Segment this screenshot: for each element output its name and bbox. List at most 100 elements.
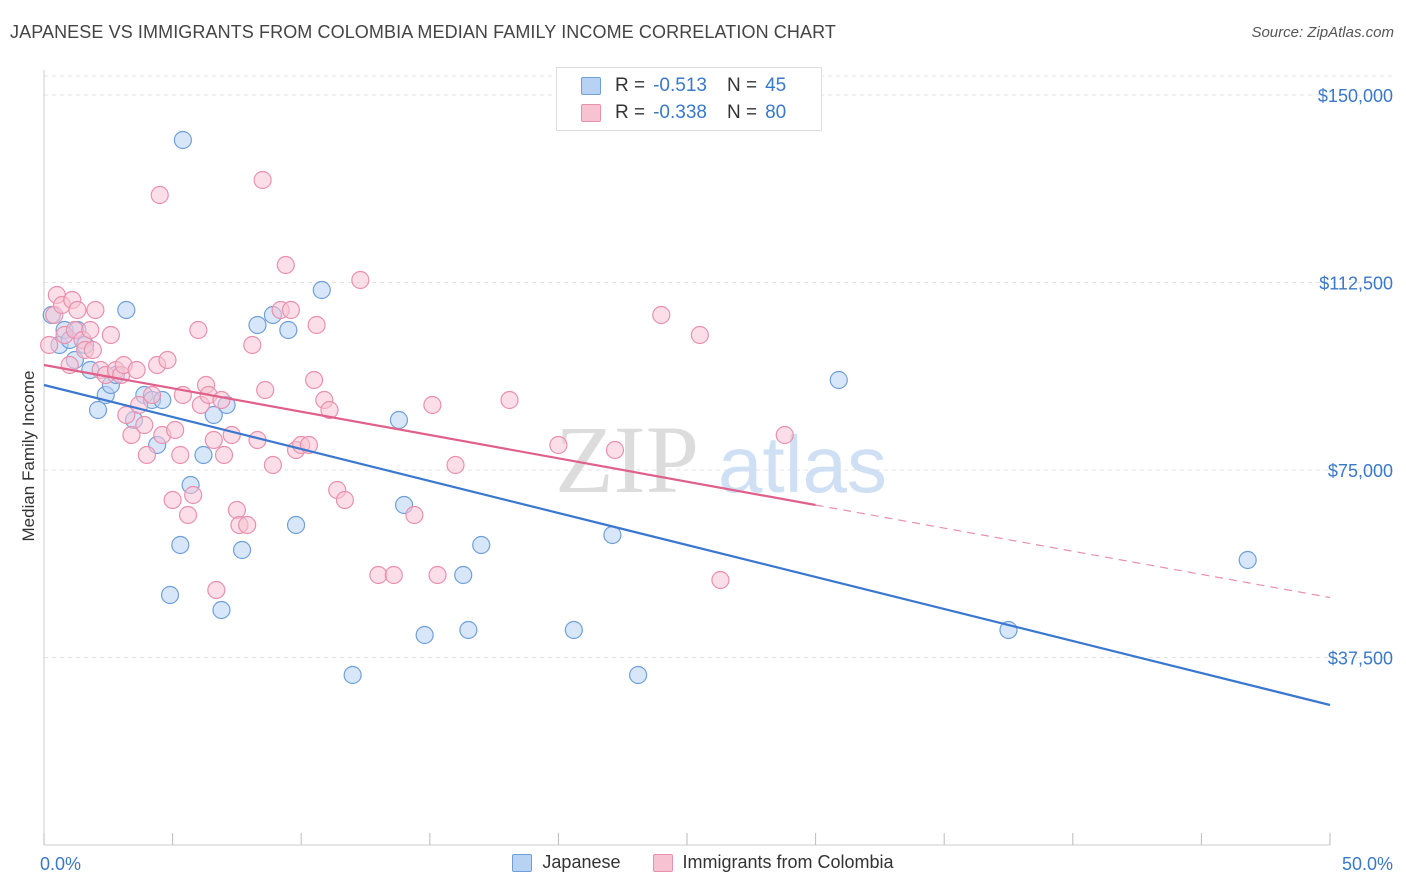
colombia-point bbox=[335, 490, 355, 510]
correlation-legend: R = -0.513 N = 45 R = -0.338 N = 80 bbox=[556, 67, 822, 131]
colombia-point bbox=[351, 270, 370, 290]
japanese-point bbox=[454, 565, 473, 585]
chart-title: JAPANESE VS IMMIGRANTS FROM COLOMBIA MED… bbox=[10, 22, 836, 42]
colombia-point bbox=[652, 305, 671, 325]
japanese-point bbox=[472, 535, 491, 555]
colombia-point bbox=[775, 425, 794, 445]
colombia-point bbox=[423, 395, 442, 415]
legend-row-colombia: R = -0.338 N = 80 bbox=[581, 101, 786, 125]
colombia-point bbox=[68, 300, 87, 320]
colombia-point bbox=[690, 325, 709, 345]
watermark-zip: ZIP bbox=[555, 406, 699, 513]
colombia-point bbox=[127, 360, 146, 380]
colombia-point bbox=[158, 350, 177, 370]
series-swatch-japanese bbox=[512, 853, 533, 872]
japanese-trend-line bbox=[43, 383, 1331, 707]
japanese-point bbox=[389, 410, 409, 430]
colombia-trend-extension bbox=[815, 504, 1331, 599]
colombia-point bbox=[212, 390, 231, 410]
legend-row-japanese: R = -0.513 N = 45 bbox=[581, 74, 786, 98]
japanese-point bbox=[194, 445, 213, 465]
colombia-point bbox=[122, 425, 141, 445]
series-legend-label: Japanese bbox=[542, 852, 621, 872]
colombia-point bbox=[320, 400, 339, 420]
colombia-point bbox=[276, 255, 295, 275]
japanese-point bbox=[1238, 550, 1257, 570]
japanese-point bbox=[204, 405, 223, 425]
legend-swatch-colombia bbox=[581, 104, 601, 122]
colombia-point bbox=[86, 300, 105, 320]
japanese-point bbox=[415, 625, 434, 645]
points-layer bbox=[40, 130, 1257, 685]
colombia-point bbox=[163, 490, 182, 510]
colombia-point bbox=[101, 325, 120, 345]
colombia-point bbox=[369, 565, 388, 585]
colombia-point bbox=[281, 300, 301, 320]
colombia-point bbox=[204, 430, 223, 450]
y-tick-label: $112,500 bbox=[1319, 274, 1393, 294]
colombia-point bbox=[81, 320, 100, 340]
legend-n-label: N = bbox=[726, 102, 758, 123]
colombia-point bbox=[307, 315, 326, 335]
chart-source: Source: ZipAtlas.com bbox=[1251, 24, 1394, 41]
series-legend-label: Immigrants from Colombia bbox=[682, 852, 894, 872]
colombia-point bbox=[405, 505, 424, 525]
colombia-point bbox=[384, 565, 403, 585]
colombia-point bbox=[171, 445, 190, 465]
colombia-point bbox=[142, 385, 162, 405]
legend-swatch-japanese bbox=[581, 77, 601, 95]
colombia-point bbox=[135, 415, 154, 435]
colombia-point bbox=[207, 580, 226, 600]
japanese-point bbox=[171, 535, 190, 555]
series-legend-colombia: Immigrants from Colombia bbox=[652, 852, 894, 873]
colombia-point bbox=[549, 435, 568, 455]
japanese-point bbox=[459, 620, 478, 640]
y-tick-label: $150,000 bbox=[1318, 86, 1393, 106]
colombia-point bbox=[304, 370, 324, 390]
colombia-point bbox=[222, 425, 241, 445]
colombia-point bbox=[243, 335, 262, 355]
colombia-point bbox=[83, 340, 102, 360]
colombia-trend-line bbox=[43, 363, 816, 507]
legend-r-label: R = bbox=[615, 75, 646, 96]
colombia-point bbox=[238, 515, 257, 535]
japanese-point bbox=[160, 585, 180, 605]
colombia-point bbox=[150, 185, 169, 205]
y-axis-label: Median Family Income bbox=[19, 370, 38, 541]
colombia-point bbox=[711, 570, 730, 590]
japanese-point bbox=[88, 400, 108, 420]
colombia-point bbox=[137, 445, 156, 465]
japanese-point bbox=[343, 665, 362, 685]
series-legend-japanese: Japanese bbox=[512, 852, 621, 873]
watermark-atlas: atlas bbox=[718, 420, 887, 509]
watermark: ZIP atlas bbox=[555, 406, 887, 513]
x-tick-label: 50.0% bbox=[1342, 854, 1393, 874]
legend-n-label: N = bbox=[726, 75, 758, 96]
colombia-point bbox=[189, 320, 208, 340]
legend-r-value: -0.338 bbox=[653, 102, 707, 123]
colombia-point bbox=[256, 380, 275, 400]
y-tick-label: $75,000 bbox=[1328, 461, 1393, 481]
legend-r-value: -0.513 bbox=[653, 75, 707, 96]
colombia-point bbox=[40, 335, 59, 355]
colombia-point bbox=[605, 440, 625, 460]
japanese-point bbox=[248, 315, 267, 335]
grid-layer bbox=[44, 75, 1395, 658]
colombia-point bbox=[166, 420, 185, 440]
japanese-point bbox=[629, 665, 648, 685]
colombia-point bbox=[214, 445, 234, 465]
japanese-point bbox=[117, 300, 136, 320]
series-swatch-colombia bbox=[652, 853, 673, 872]
legend-n-value: 80 bbox=[765, 102, 787, 123]
axis-layer: $37,500 $75,000 $112,500 $150,000 0.0% 50.0% bbox=[40, 70, 1393, 874]
japanese-point bbox=[173, 130, 192, 150]
colombia-point bbox=[178, 505, 198, 525]
colombia-point bbox=[253, 170, 272, 190]
japanese-point bbox=[312, 280, 331, 300]
colombia-point bbox=[184, 485, 203, 505]
japanese-point bbox=[232, 540, 252, 560]
japanese-point bbox=[829, 370, 848, 390]
japanese-point bbox=[279, 320, 298, 340]
colombia-point bbox=[446, 455, 465, 475]
